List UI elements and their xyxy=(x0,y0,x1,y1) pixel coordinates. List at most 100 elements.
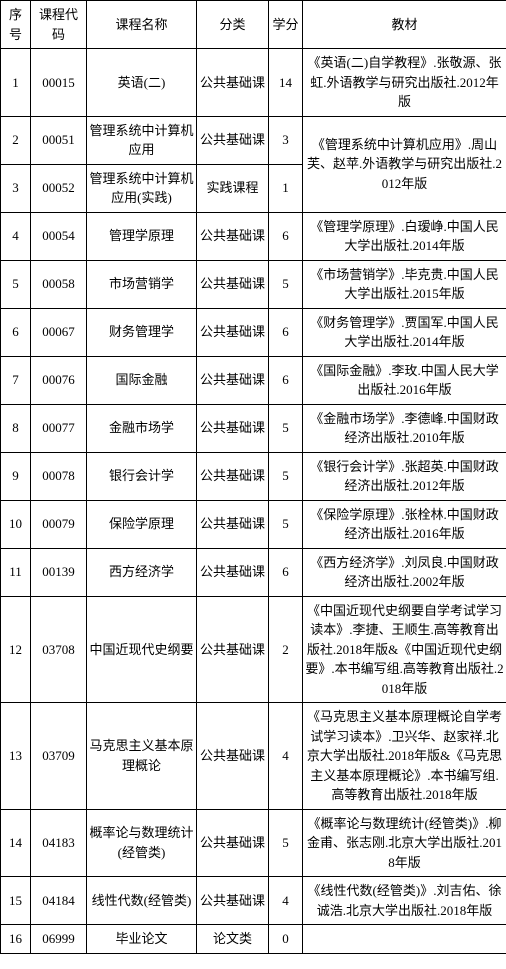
cell-seq: 9 xyxy=(1,452,31,500)
cell-seq: 6 xyxy=(1,308,31,356)
cell-seq: 16 xyxy=(1,925,31,954)
cell-name: 国际金融 xyxy=(87,356,197,404)
cell-credit: 6 xyxy=(269,548,303,596)
cell-textbook: 《概率论与数理统计(经管类)》.柳金甫、张志刚.北京大学出版社.2018年版 xyxy=(303,809,506,877)
cell-code: 06999 xyxy=(31,925,87,954)
cell-seq: 7 xyxy=(1,356,31,404)
cell-seq: 2 xyxy=(1,116,31,164)
cell-category: 公共基础课 xyxy=(197,596,269,703)
cell-code: 00015 xyxy=(31,49,87,117)
cell-credit: 0 xyxy=(269,925,303,954)
cell-seq: 13 xyxy=(1,703,31,810)
cell-name: 英语(二) xyxy=(87,49,197,117)
cell-category: 公共基础课 xyxy=(197,703,269,810)
table-row: 200051管理系统中计算机应用公共基础课3《管理系统中计算机应用》.周山芙、赵… xyxy=(1,116,506,164)
cell-code: 00076 xyxy=(31,356,87,404)
header-name: 课程名称 xyxy=(87,1,197,49)
cell-category: 实践课程 xyxy=(197,164,269,212)
table-row: 1203708中国近现代史纲要公共基础课2《中国近现代史纲要自学考试学习读本》.… xyxy=(1,596,506,703)
table-row: 1404183概率论与数理统计(经管类)公共基础课5《概率论与数理统计(经管类)… xyxy=(1,809,506,877)
cell-credit: 3 xyxy=(269,116,303,164)
cell-name: 马克思主义基本原理概论 xyxy=(87,703,197,810)
cell-category: 公共基础课 xyxy=(197,877,269,925)
cell-code: 04183 xyxy=(31,809,87,877)
cell-category: 论文类 xyxy=(197,925,269,954)
cell-name: 市场营销学 xyxy=(87,260,197,308)
cell-code: 03708 xyxy=(31,596,87,703)
header-row: 序号 课程代码 课程名称 分类 学分 教材 xyxy=(1,1,506,49)
cell-credit: 6 xyxy=(269,356,303,404)
cell-seq: 8 xyxy=(1,404,31,452)
cell-credit: 5 xyxy=(269,809,303,877)
header-textbook: 教材 xyxy=(303,1,506,49)
cell-seq: 4 xyxy=(1,212,31,260)
cell-textbook: 《保险学原理》.张栓林.中国财政经济出版社.2016年版 xyxy=(303,500,506,548)
cell-code: 00077 xyxy=(31,404,87,452)
cell-code: 00079 xyxy=(31,500,87,548)
table-row: 1504184线性代数(经管类)公共基础课4《线性代数(经管类)》.刘吉佑、徐诚… xyxy=(1,877,506,925)
cell-textbook: 《中国近现代史纲要自学考试学习读本》.李捷、王顺生.高等教育出版社.2018年版… xyxy=(303,596,506,703)
cell-credit: 5 xyxy=(269,500,303,548)
cell-seq: 12 xyxy=(1,596,31,703)
cell-code: 00051 xyxy=(31,116,87,164)
header-seq: 序号 xyxy=(1,1,31,49)
cell-textbook: 《管理系统中计算机应用》.周山芙、赵苹.外语教学与研究出版社.2012年版 xyxy=(303,116,506,212)
cell-textbook: 《国际金融》.李玫.中国人民大学出版社.2016年版 xyxy=(303,356,506,404)
table-row: 1303709马克思主义基本原理概论公共基础课4《马克思主义基本原理概论自学考试… xyxy=(1,703,506,810)
cell-credit: 6 xyxy=(269,212,303,260)
table-row: 1606999毕业论文论文类0 xyxy=(1,925,506,954)
cell-seq: 10 xyxy=(1,500,31,548)
cell-category: 公共基础课 xyxy=(197,548,269,596)
cell-credit: 5 xyxy=(269,452,303,500)
table-row: 500058市场营销学公共基础课5《市场营销学》.毕克贵.中国人民大学出版社.2… xyxy=(1,260,506,308)
table-body: 100015英语(二)公共基础课14《英语(二)自学教程》.张敬源、张虹.外语教… xyxy=(1,49,506,954)
cell-category: 公共基础课 xyxy=(197,308,269,356)
table-row: 400054管理学原理公共基础课6《管理学原理》.白瑷峥.中国人民大学出版社.2… xyxy=(1,212,506,260)
course-table: 序号 课程代码 课程名称 分类 学分 教材 100015英语(二)公共基础课14… xyxy=(0,0,506,954)
cell-textbook: 《线性代数(经管类)》.刘吉佑、徐诚浩.北京大学出版社.2018年版 xyxy=(303,877,506,925)
cell-textbook: 《银行会计学》.张超英.中国财政经济出版社.2012年版 xyxy=(303,452,506,500)
cell-textbook: 《财务管理学》.贾国军.中国人民大学出版社.2014年版 xyxy=(303,308,506,356)
cell-category: 公共基础课 xyxy=(197,404,269,452)
cell-textbook xyxy=(303,925,506,954)
cell-name: 保险学原理 xyxy=(87,500,197,548)
header-category: 分类 xyxy=(197,1,269,49)
table-row: 600067财务管理学公共基础课6《财务管理学》.贾国军.中国人民大学出版社.2… xyxy=(1,308,506,356)
header-code: 课程代码 xyxy=(31,1,87,49)
cell-name: 管理系统中计算机应用 xyxy=(87,116,197,164)
cell-textbook: 《市场营销学》.毕克贵.中国人民大学出版社.2015年版 xyxy=(303,260,506,308)
cell-code: 00139 xyxy=(31,548,87,596)
cell-seq: 15 xyxy=(1,877,31,925)
cell-category: 公共基础课 xyxy=(197,116,269,164)
cell-textbook: 《英语(二)自学教程》.张敬源、张虹.外语教学与研究出版社.2012年版 xyxy=(303,49,506,117)
cell-credit: 4 xyxy=(269,877,303,925)
table-row: 800077金融市场学公共基础课5《金融市场学》.李德峰.中国财政经济出版社.2… xyxy=(1,404,506,452)
cell-name: 财务管理学 xyxy=(87,308,197,356)
cell-textbook: 《西方经济学》.刘凤良.中国财政经济出版社.2002年版 xyxy=(303,548,506,596)
cell-credit: 5 xyxy=(269,404,303,452)
cell-name: 西方经济学 xyxy=(87,548,197,596)
cell-code: 00054 xyxy=(31,212,87,260)
cell-name: 管理学原理 xyxy=(87,212,197,260)
table-row: 700076国际金融公共基础课6《国际金融》.李玫.中国人民大学出版社.2016… xyxy=(1,356,506,404)
cell-textbook: 《管理学原理》.白瑷峥.中国人民大学出版社.2014年版 xyxy=(303,212,506,260)
cell-category: 公共基础课 xyxy=(197,356,269,404)
cell-seq: 5 xyxy=(1,260,31,308)
header-credit: 学分 xyxy=(269,1,303,49)
cell-code: 00052 xyxy=(31,164,87,212)
cell-credit: 5 xyxy=(269,260,303,308)
cell-credit: 14 xyxy=(269,49,303,117)
cell-category: 公共基础课 xyxy=(197,49,269,117)
table-row: 1000079保险学原理公共基础课5《保险学原理》.张栓林.中国财政经济出版社.… xyxy=(1,500,506,548)
cell-name: 毕业论文 xyxy=(87,925,197,954)
cell-seq: 14 xyxy=(1,809,31,877)
cell-category: 公共基础课 xyxy=(197,452,269,500)
cell-name: 线性代数(经管类) xyxy=(87,877,197,925)
cell-name: 银行会计学 xyxy=(87,452,197,500)
cell-category: 公共基础课 xyxy=(197,212,269,260)
table-row: 1100139西方经济学公共基础课6《西方经济学》.刘凤良.中国财政经济出版社.… xyxy=(1,548,506,596)
cell-category: 公共基础课 xyxy=(197,809,269,877)
table-row: 100015英语(二)公共基础课14《英语(二)自学教程》.张敬源、张虹.外语教… xyxy=(1,49,506,117)
cell-credit: 2 xyxy=(269,596,303,703)
table-row: 900078银行会计学公共基础课5《银行会计学》.张超英.中国财政经济出版社.2… xyxy=(1,452,506,500)
